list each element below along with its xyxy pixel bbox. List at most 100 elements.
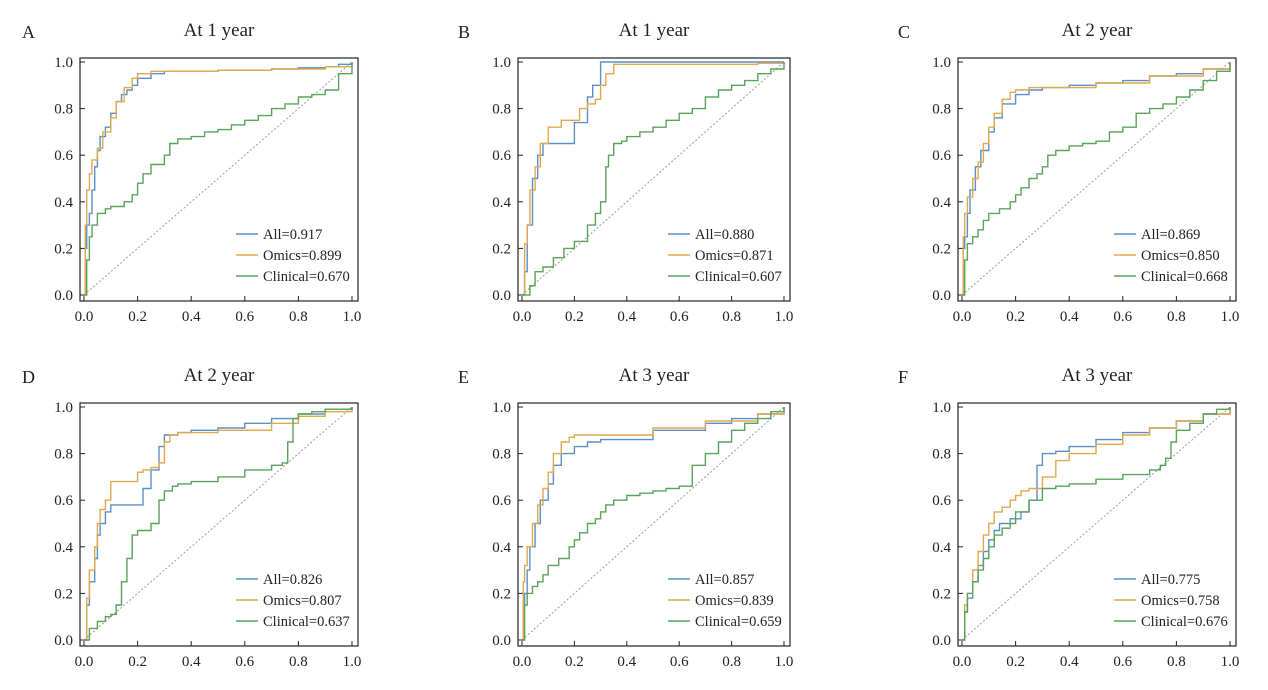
reference-diagonal bbox=[961, 406, 1231, 641]
x-tick-label: 1.0 bbox=[1221, 654, 1240, 670]
chart-title: At 2 year bbox=[1062, 20, 1133, 41]
series-line-clinical bbox=[962, 62, 1231, 296]
x-tick-label: 0.0 bbox=[75, 309, 94, 325]
plot-frame bbox=[79, 402, 359, 647]
x-tick-label: 0.0 bbox=[513, 654, 532, 670]
x-tick-label: 0.4 bbox=[182, 309, 201, 325]
x-tick-label: 0.4 bbox=[1060, 654, 1079, 670]
x-tick-label: 0.6 bbox=[235, 309, 254, 325]
y-tick-label: 0.8 bbox=[492, 447, 511, 463]
y-tick-label: 0.2 bbox=[54, 241, 73, 257]
x-tick-label: 0.2 bbox=[1006, 654, 1025, 670]
y-tick-label: 0.0 bbox=[492, 288, 511, 304]
chart-title: At 1 year bbox=[619, 20, 690, 41]
y-tick-label: 0.2 bbox=[932, 241, 951, 257]
y-tick-label: 0.4 bbox=[492, 195, 511, 211]
y-tick-label: 1.0 bbox=[54, 400, 73, 416]
y-tick-label: 0.6 bbox=[932, 148, 951, 164]
y-tick-label: 1.0 bbox=[932, 55, 951, 71]
reference-diagonal bbox=[83, 406, 353, 641]
x-tick-label: 0.4 bbox=[617, 309, 636, 325]
panel-letter: D bbox=[22, 367, 35, 387]
y-tick-label: 0.4 bbox=[54, 540, 73, 556]
x-tick-label: 0.2 bbox=[565, 309, 584, 325]
legend-label-all: All=0.880 bbox=[695, 227, 754, 243]
legend-label-clinical: Clinical=0.607 bbox=[695, 269, 782, 285]
legend-label-all: All=0.869 bbox=[1141, 227, 1200, 243]
roc-panel-a: A At 1 year 0.00.0 0.2 0.2 0.4 0.4 0.6 0.6 0.8 0.8… bbox=[22, 20, 361, 325]
plot-frame bbox=[79, 57, 359, 302]
reference-diagonal bbox=[961, 61, 1231, 296]
y-tick-label: 1.0 bbox=[54, 55, 73, 71]
y-tick-label: 0.0 bbox=[492, 633, 511, 649]
y-tick-label: 0.4 bbox=[932, 540, 951, 556]
series-line-clinical bbox=[962, 407, 1231, 641]
chart-title: At 3 year bbox=[1062, 365, 1133, 386]
chart-title: At 3 year bbox=[619, 365, 690, 386]
y-tick-label: 0.6 bbox=[54, 493, 73, 509]
x-tick-label: 0.0 bbox=[953, 654, 972, 670]
panel-letter: C bbox=[898, 22, 910, 42]
plot-frame bbox=[957, 402, 1237, 647]
legend-label-omics: Omics=0.899 bbox=[263, 248, 342, 264]
x-tick-label: 1.0 bbox=[775, 309, 794, 325]
y-tick-label: 0.2 bbox=[492, 586, 511, 602]
panel-letter: F bbox=[898, 367, 908, 387]
x-tick-label: 0.4 bbox=[1060, 309, 1079, 325]
y-tick-label: 0.2 bbox=[54, 586, 73, 602]
x-tick-label: 0.8 bbox=[722, 309, 741, 325]
x-tick-label: 0.6 bbox=[670, 654, 689, 670]
x-tick-label: 0.2 bbox=[128, 654, 147, 670]
x-tick-label: 0.6 bbox=[670, 309, 689, 325]
chart-title: At 2 year bbox=[184, 365, 255, 386]
y-tick-label: 0.6 bbox=[492, 148, 511, 164]
y-tick-label: 0.4 bbox=[492, 540, 511, 556]
y-tick-label: 0.0 bbox=[54, 633, 73, 649]
y-tick-label: 0.0 bbox=[932, 288, 951, 304]
plot-frame bbox=[517, 57, 791, 302]
series-line-omics bbox=[84, 62, 353, 296]
x-tick-label: 0.8 bbox=[722, 654, 741, 670]
panel-letter: B bbox=[458, 22, 470, 42]
x-tick-label: 1.0 bbox=[343, 654, 362, 670]
reference-diagonal bbox=[521, 61, 785, 296]
x-tick-label: 0.6 bbox=[1113, 309, 1132, 325]
chart-title: At 1 year bbox=[184, 20, 255, 41]
y-tick-label: 0.6 bbox=[492, 493, 511, 509]
roc-panel-d: D At 2 year 0.00.0 0.2 0.2 0.4 0.4 0.6 0.6 0.8 0.8… bbox=[22, 365, 361, 670]
series-line-clinical bbox=[522, 407, 785, 641]
x-tick-label: 0.6 bbox=[1113, 654, 1132, 670]
plot-frame bbox=[517, 402, 791, 647]
series-line-all bbox=[522, 407, 785, 641]
x-tick-label: 0.0 bbox=[75, 654, 94, 670]
legend-label-clinical: Clinical=0.668 bbox=[1141, 269, 1228, 285]
series-line-omics bbox=[962, 62, 1231, 296]
roc-panel-e: E At 3 year 0.00.0 0.2 0.2 0.4 0.4 0.6 0.6 0.8 0.8… bbox=[458, 365, 793, 670]
series-line-omics bbox=[522, 407, 785, 641]
legend-label-clinical: Clinical=0.659 bbox=[695, 614, 782, 630]
legend-label-omics: Omics=0.758 bbox=[1141, 593, 1220, 609]
series-line-clinical bbox=[84, 407, 353, 641]
y-tick-label: 0.8 bbox=[932, 102, 951, 118]
x-tick-label: 0.2 bbox=[128, 309, 147, 325]
roc-panel-b: B At 1 year 0.00.0 0.2 0.2 0.4 0.4 0.6 0.6 0.8 0.8… bbox=[458, 20, 793, 325]
x-tick-label: 0.4 bbox=[617, 654, 636, 670]
legend-label-clinical: Clinical=0.637 bbox=[263, 614, 350, 630]
legend-label-clinical: Clinical=0.670 bbox=[263, 269, 350, 285]
plot-frame bbox=[957, 57, 1237, 302]
x-tick-label: 1.0 bbox=[343, 309, 362, 325]
x-tick-label: 0.8 bbox=[1167, 309, 1186, 325]
y-tick-label: 0.8 bbox=[54, 447, 73, 463]
series-line-clinical bbox=[522, 62, 785, 296]
x-tick-label: 0.4 bbox=[182, 654, 201, 670]
legend-label-all: All=0.857 bbox=[695, 572, 754, 588]
y-tick-label: 0.2 bbox=[932, 586, 951, 602]
x-tick-label: 0.8 bbox=[289, 654, 308, 670]
series-line-omics bbox=[522, 62, 785, 296]
legend-label-all: All=0.826 bbox=[263, 572, 322, 588]
panel-letter: E bbox=[458, 367, 469, 387]
x-tick-label: 0.2 bbox=[565, 654, 584, 670]
x-tick-label: 0.0 bbox=[953, 309, 972, 325]
legend-label-omics: Omics=0.850 bbox=[1141, 248, 1220, 264]
y-tick-label: 0.2 bbox=[492, 241, 511, 257]
